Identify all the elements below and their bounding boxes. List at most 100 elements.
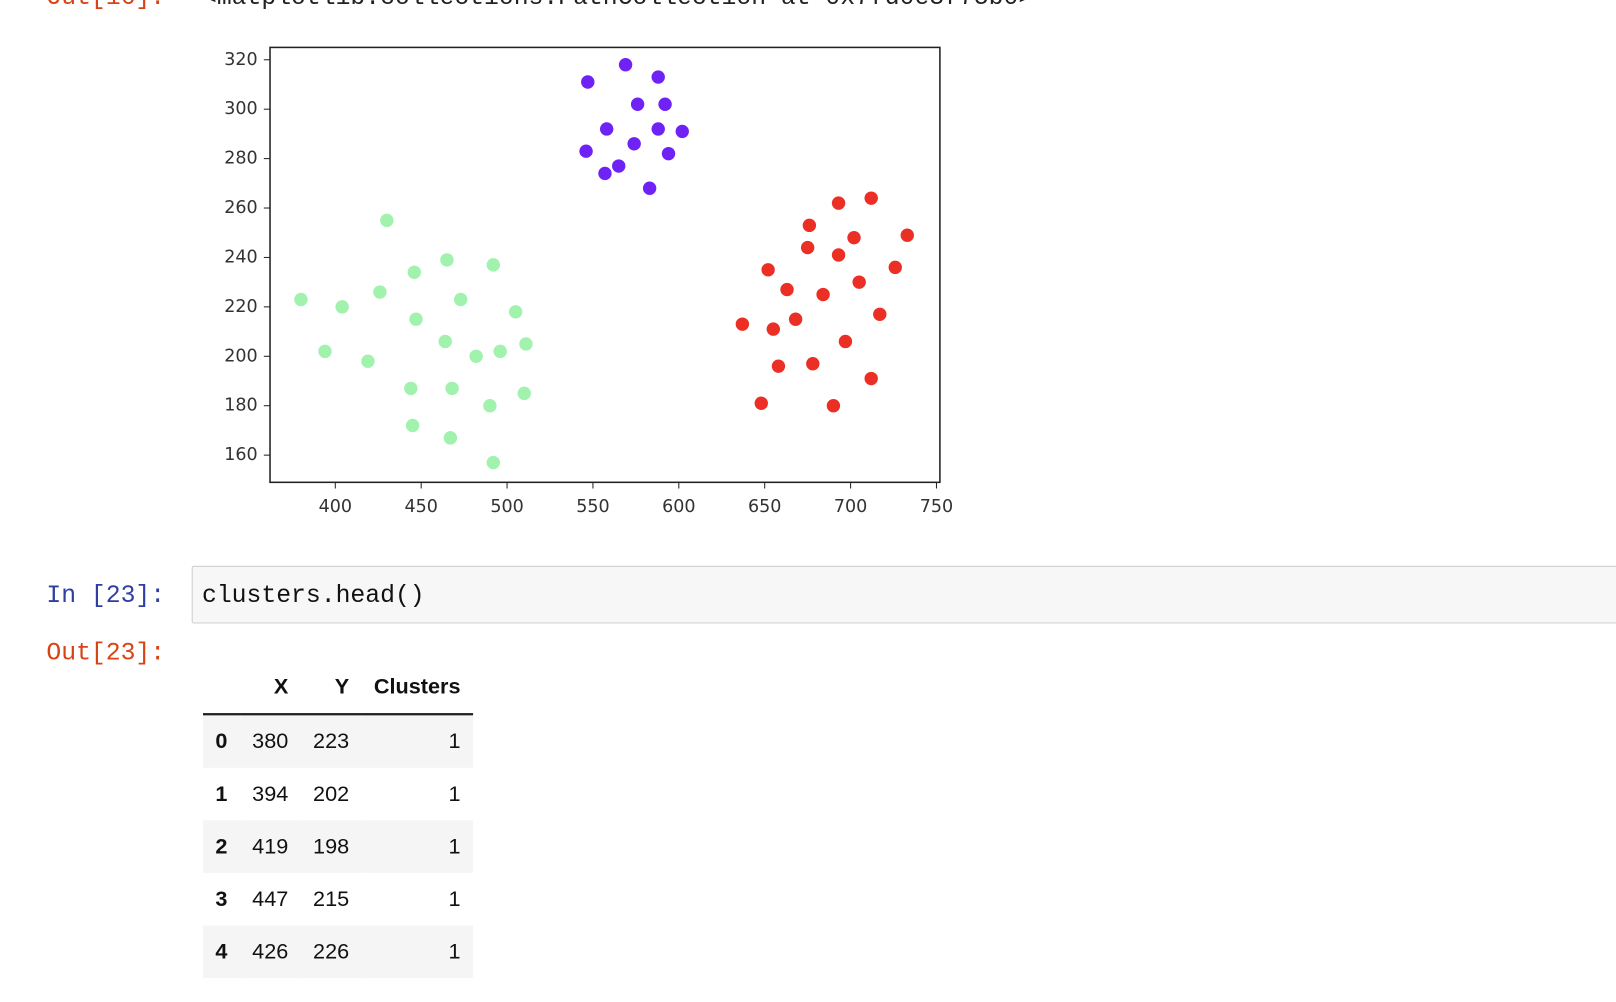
cell: 447 (252, 886, 289, 911)
cell: 1 (448, 729, 461, 753)
chart: 400 450 500 550 600 650 700 750 160 180 200 220 240 2… (224, 46, 953, 517)
y-tick-label: 240 (224, 247, 257, 267)
point (409, 312, 423, 326)
point (675, 124, 689, 139)
point (754, 396, 768, 410)
cell: 1 (448, 886, 461, 911)
y-tick-label: 160 (224, 445, 257, 465)
cell: 1 (448, 834, 461, 858)
table-row: 3 447 215 1 (203, 873, 473, 926)
point (438, 334, 452, 349)
point (493, 344, 507, 359)
point (486, 455, 501, 470)
point (852, 275, 866, 289)
point (335, 300, 349, 314)
point (816, 287, 830, 302)
point (361, 354, 375, 368)
header-cell: X (239, 661, 301, 716)
prompt: Out[23]: (46, 640, 166, 668)
point (404, 381, 418, 396)
point (598, 166, 612, 181)
y-tick-label: 320 (224, 50, 257, 70)
cell: 226 (313, 939, 350, 964)
point (581, 75, 595, 89)
x-tick-label: 550 (576, 497, 609, 517)
dataframe: X Y Clusters 0 380 223 1 1 394 202 1 2 419 198 1 3 447 21… (203, 661, 473, 979)
row-index: 3 (215, 886, 228, 911)
point (847, 230, 861, 245)
table-row: 1 394 202 1 (203, 768, 473, 821)
row-index: 4 (215, 939, 228, 964)
plot-area (269, 46, 941, 484)
point (826, 399, 841, 413)
header-cell: Y (300, 661, 362, 716)
prompt: Out[16]: (46, 0, 165, 12)
point (864, 191, 878, 205)
x-tick-label: 400 (319, 497, 352, 517)
cell: 380 (252, 729, 289, 753)
point (771, 359, 786, 373)
point (831, 196, 846, 210)
cell: 394 (252, 781, 289, 806)
table-row: 2 419 198 1 (203, 820, 473, 873)
cell: 202 (313, 781, 350, 806)
code-cell[interactable]: clusters.head() (191, 565, 1616, 624)
x-tick-label: 700 (834, 497, 867, 517)
row-index: 1 (215, 781, 228, 806)
point (612, 159, 626, 173)
point (661, 146, 676, 161)
point (599, 122, 614, 136)
y-tick-label: 260 (224, 198, 257, 218)
point (294, 292, 308, 307)
point (483, 399, 497, 413)
cell: 419 (252, 834, 289, 858)
code[interactable]: clusters.head() (201, 582, 425, 611)
point (831, 248, 846, 262)
point (443, 431, 458, 445)
header-cell: Clusters (361, 661, 473, 716)
x-tick-label: 450 (404, 497, 437, 517)
cell: 1 (448, 781, 461, 806)
cell: 223 (313, 729, 350, 753)
point (864, 371, 878, 386)
output-text: <matplotlib.collections.PathCollection a… (202, 0, 1033, 12)
point (407, 265, 422, 279)
point (373, 285, 387, 299)
point (380, 213, 394, 228)
point (651, 122, 665, 136)
point (806, 357, 820, 371)
x-tick-label: 600 (662, 497, 695, 517)
point (517, 386, 531, 401)
point (802, 218, 817, 233)
point (780, 282, 794, 297)
x-tick-label: 500 (490, 497, 523, 517)
point (642, 181, 657, 195)
point (788, 312, 803, 326)
point (888, 260, 902, 275)
point (440, 253, 454, 267)
point (579, 144, 593, 158)
point (405, 418, 420, 433)
point (761, 263, 775, 277)
y-tick-label: 280 (224, 149, 257, 169)
point (735, 317, 750, 331)
point (519, 337, 533, 351)
cell: 426 (252, 939, 289, 964)
point (318, 344, 332, 359)
point (445, 381, 459, 396)
row-index: 2 (215, 834, 228, 858)
table-row: 4 426 226 1 (203, 925, 473, 979)
point (627, 137, 641, 151)
x-tick-label: 750 (920, 497, 953, 517)
point (486, 258, 501, 272)
row-index: 0 (215, 729, 228, 753)
point (658, 97, 672, 111)
point (618, 58, 633, 72)
point (900, 228, 914, 242)
point (873, 307, 887, 321)
y-tick-label: 300 (224, 99, 257, 119)
table-row: 0 380 223 1 (203, 714, 473, 768)
point (630, 97, 645, 111)
y-tick-label: 200 (224, 346, 257, 366)
